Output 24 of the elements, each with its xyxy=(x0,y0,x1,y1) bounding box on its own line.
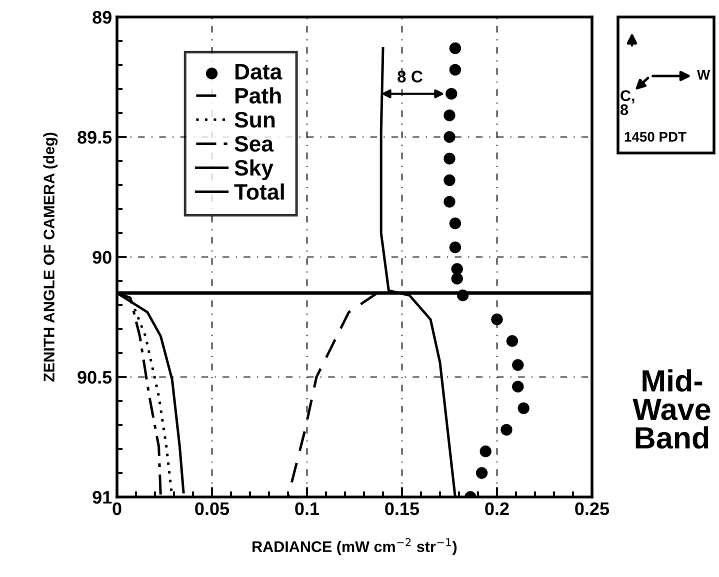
text: W xyxy=(697,70,710,80)
text: 1450 PDT xyxy=(624,132,686,142)
y-tick-label: 89 xyxy=(92,10,112,24)
x-tick-label: 0.25 xyxy=(575,502,610,516)
legend-label: Sea xyxy=(234,136,274,152)
legend-label: Total xyxy=(234,183,284,200)
text: 8 xyxy=(620,104,628,116)
x-tick-label: 0 xyxy=(112,502,122,516)
legend-label: Data xyxy=(235,64,282,80)
legend-label: Sky xyxy=(234,159,274,180)
y-tick-label: 91 xyxy=(92,490,112,504)
x-tick-label: 0.05 xyxy=(195,502,230,516)
y-axis-title: ZENITH ANGLE OF CAMERA (deg) xyxy=(43,132,58,382)
text: Mid- Wave Band xyxy=(632,369,710,449)
y-tick-label: 89.5 xyxy=(78,130,112,144)
y-tick-label: 90.5 xyxy=(78,370,112,384)
y-tick-label: 90 xyxy=(92,250,112,264)
legend-label: Sun xyxy=(234,112,275,128)
x-tick-label: 0.2 xyxy=(485,502,509,516)
legend-label: Path xyxy=(235,87,281,104)
text: C, xyxy=(620,90,634,104)
x-tick-label: 0.1 xyxy=(295,502,320,516)
x-tick-label: 0.15 xyxy=(385,502,420,516)
x-axis-title: RADIANCE (mW cm$^{−2}$ str$^{−1}$) xyxy=(252,538,457,556)
